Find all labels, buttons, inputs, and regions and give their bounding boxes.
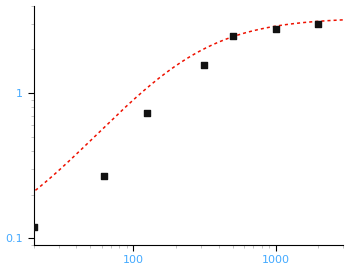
Point — [201, 63, 206, 67]
Point — [273, 26, 278, 31]
Point — [315, 22, 321, 26]
Point — [230, 34, 236, 39]
Point — [31, 225, 36, 229]
Point — [144, 111, 150, 115]
Point — [101, 173, 107, 178]
